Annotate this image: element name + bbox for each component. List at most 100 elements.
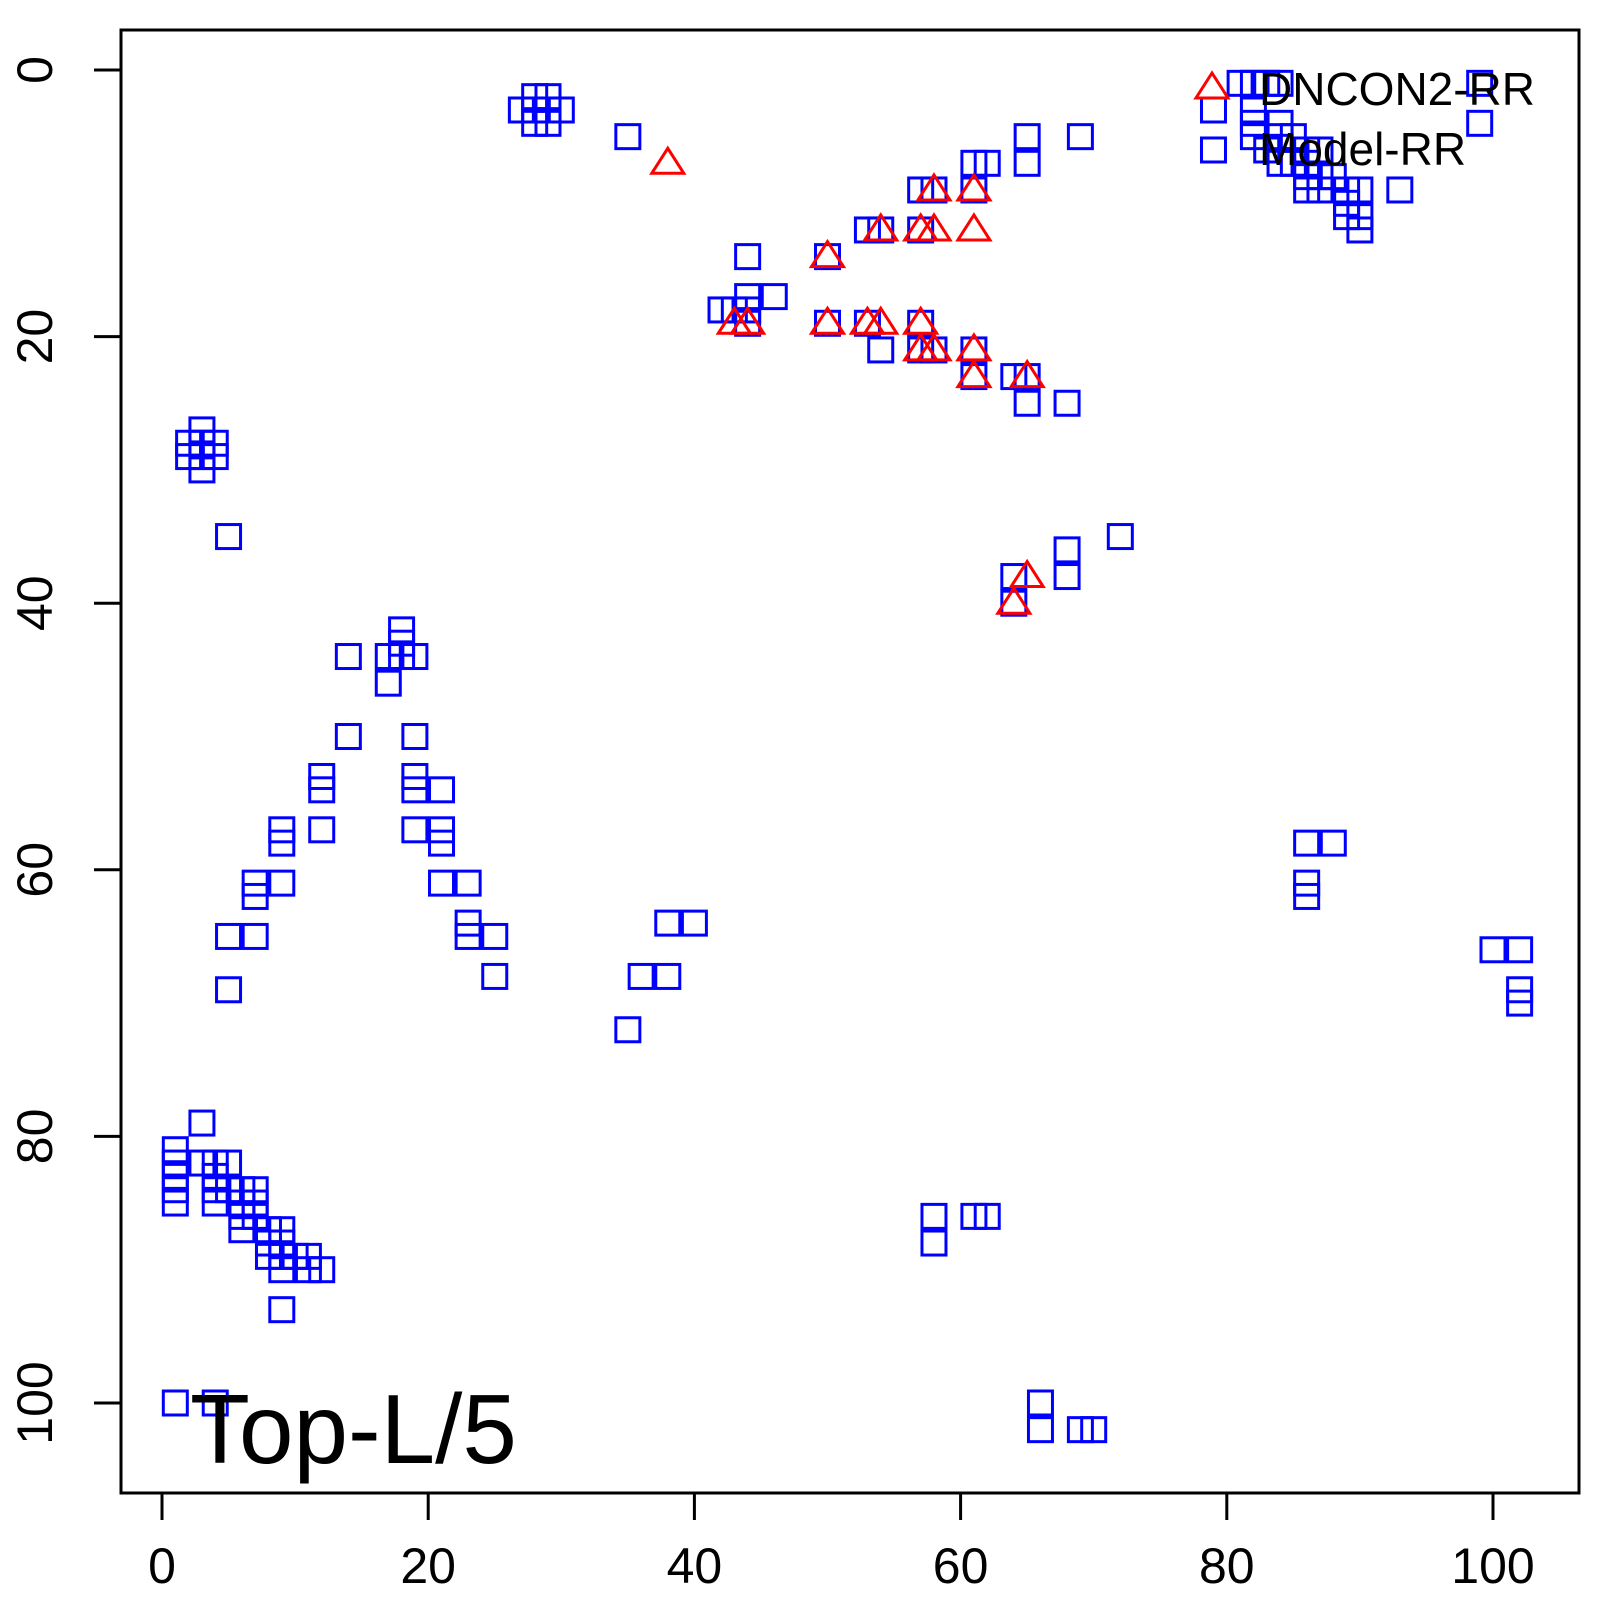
y-tick-label: 60 (7, 842, 63, 898)
model-rr-point (228, 1216, 256, 1244)
model-rr-point (614, 1016, 642, 1044)
model-rr-point (1506, 989, 1534, 1017)
y-axis: 0 20 40 60 80 100 (7, 56, 123, 1445)
x-tick-label: 80 (1199, 1538, 1255, 1594)
model-rr-point (401, 776, 429, 804)
model-rr-point (188, 456, 216, 484)
model-rr-point (1479, 936, 1507, 964)
model-rr-point (973, 149, 1001, 177)
legend-triangle-icon (1193, 70, 1231, 100)
model-rr-point (973, 1202, 1001, 1230)
model-rr-point (654, 909, 682, 937)
dncon2-rr-point (808, 238, 847, 269)
model-rr-point (920, 1229, 948, 1257)
model-rr-point (215, 976, 243, 1004)
model-rr-point (1080, 1416, 1108, 1444)
dncon2-rr-point (728, 305, 767, 335)
x-tick-label: 40 (667, 1538, 723, 1594)
model-rr-point (268, 1296, 296, 1324)
model-rr-point (201, 1389, 229, 1417)
legend-label: Model-RR (1259, 123, 1466, 175)
model-rr-point (1346, 216, 1374, 244)
model-rr-point (308, 776, 336, 804)
model-rr-point (853, 309, 881, 337)
model-rr-point (454, 869, 482, 897)
model-rr-point (1000, 589, 1028, 617)
model-rr-point (1293, 882, 1321, 910)
model-rr-point (428, 776, 456, 804)
dncon2-rr-point (861, 212, 900, 242)
model-rr-point (814, 243, 841, 271)
model-rr-point (241, 922, 269, 950)
model-rr-point (401, 643, 429, 671)
model-rr-point (760, 283, 788, 311)
model-rr-point (428, 829, 456, 857)
model-rr-point (481, 962, 509, 990)
model-rr-point (454, 922, 482, 950)
model-rr-point (1293, 829, 1321, 857)
y-tick-label: 80 (7, 1109, 63, 1165)
model-rr-point (334, 723, 362, 750)
x-tick-label: 0 (148, 1538, 176, 1594)
model-rr-point (201, 1189, 229, 1217)
x-tick-label: 20 (400, 1538, 456, 1594)
model-rr-point (308, 1256, 336, 1284)
model-rr-point (960, 176, 988, 204)
y-tick-label: 20 (7, 309, 63, 365)
model-rr-point (867, 216, 895, 244)
model-rr-point (1053, 536, 1081, 564)
model-rr-point (614, 123, 642, 151)
dncon2-rr-point (915, 212, 953, 242)
dncon2-rr-point (1008, 358, 1046, 389)
model-rr-point (1506, 936, 1534, 964)
model-rr-point (1319, 829, 1347, 857)
model-rr-point (308, 816, 336, 844)
model-rr-point (627, 962, 655, 990)
model-rr-point (920, 176, 948, 204)
dncon2-rr-point (861, 305, 900, 335)
model-rr-point (268, 829, 296, 857)
model-rr-point (161, 1389, 189, 1417)
model-rr-point (814, 309, 841, 337)
legend-label: DNCON2-RR (1259, 63, 1535, 115)
y-tick-label: 100 (7, 1361, 63, 1444)
dncon2-rr-point (915, 172, 953, 202)
model-rr-point (215, 922, 243, 950)
model-rr-point (1026, 1389, 1054, 1417)
legend: DNCON2-RR Model-RR (1193, 63, 1535, 175)
model-rr-point (960, 363, 988, 391)
dncon2-rr-point (995, 585, 1033, 615)
model-rr-point (374, 669, 402, 697)
dncon2-rr-point (955, 212, 993, 242)
model-rr-point (334, 643, 362, 671)
model-rr-point (1386, 176, 1414, 204)
model-rr-point (1013, 389, 1041, 417)
model-rr-point (481, 922, 509, 950)
model-rr-point (401, 816, 429, 844)
dncon2-rr-point (808, 305, 847, 335)
dncon2-rr-point (955, 172, 993, 202)
model-rr-point (1466, 69, 1494, 97)
model-rr-point (1013, 363, 1041, 391)
model-rr-point (1106, 523, 1134, 551)
model-rr-point (428, 869, 456, 897)
model-rr-point (907, 216, 935, 244)
model-rr-point (867, 336, 895, 364)
plot-points (161, 69, 1534, 1444)
model-rr-point (268, 869, 296, 897)
model-rr-point (1306, 176, 1334, 204)
model-rr-point (1066, 123, 1094, 151)
model-rr-point (188, 1109, 216, 1137)
model-rr-point (1026, 1416, 1054, 1444)
model-rr-point (534, 109, 562, 137)
x-tick-label: 60 (933, 1538, 989, 1594)
model-rr-point (215, 523, 243, 551)
model-rr-point (1466, 109, 1494, 137)
model-rr-point (1053, 563, 1081, 591)
y-tick-label: 40 (7, 575, 63, 631)
top-l5-annotation: Top-L/5 (190, 1374, 517, 1484)
dncon2-rr-point (955, 358, 993, 389)
x-tick-label: 100 (1451, 1538, 1534, 1594)
